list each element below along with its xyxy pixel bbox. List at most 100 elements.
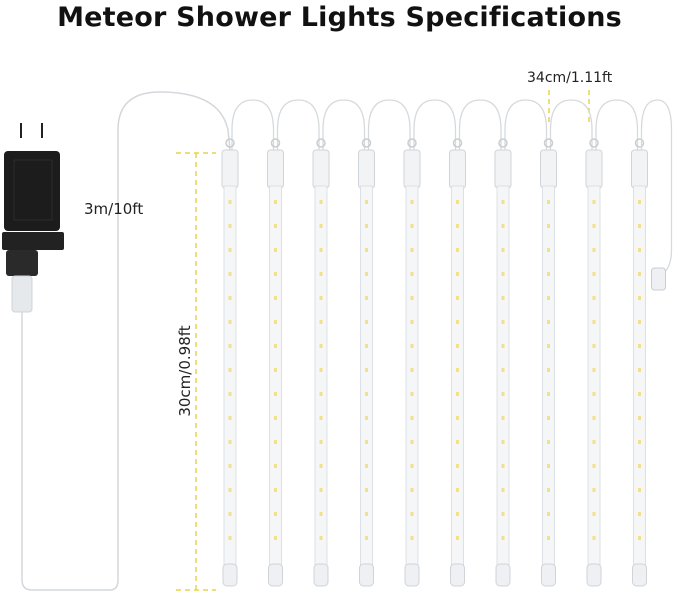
led-chip [547, 440, 550, 444]
led-chip [365, 200, 368, 204]
led-chip [410, 392, 414, 396]
led-chip [592, 344, 596, 348]
led-chip [501, 320, 505, 324]
led-chip [274, 392, 277, 396]
led-chip [274, 200, 277, 204]
led-chip [228, 248, 232, 252]
tube-cap-bottom [268, 563, 283, 587]
led-chip [638, 392, 641, 396]
led-chip [456, 320, 459, 324]
tube-cap-bottom [450, 563, 465, 587]
led-chip [501, 488, 505, 492]
tube-cap-bottom [541, 563, 556, 587]
led-chip [592, 248, 596, 252]
led-chip [547, 464, 550, 468]
led-chip [638, 296, 641, 300]
led-chip [228, 296, 232, 300]
led-chip [228, 224, 232, 228]
hanging-hook [407, 138, 417, 148]
tube-cap-top [631, 149, 648, 189]
tube-cap-top [312, 149, 330, 189]
led-chip [456, 536, 459, 540]
led-chip [228, 344, 232, 348]
led-chip [365, 320, 368, 324]
led-chip [638, 368, 641, 372]
connecting-wire [231, 99, 275, 150]
led-chip [638, 464, 641, 468]
led-chip [274, 440, 277, 444]
led-chip [319, 512, 323, 516]
led-chip [456, 248, 459, 252]
led-chip [365, 368, 368, 372]
power-adapter [2, 123, 64, 313]
led-chip [592, 272, 596, 276]
connecting-wire [458, 99, 502, 150]
tube-cap-bottom [495, 563, 511, 587]
led-chip [592, 368, 596, 372]
led-chip [547, 248, 550, 252]
led-chip [365, 224, 368, 228]
led-chip [365, 296, 368, 300]
led-chip [456, 368, 459, 372]
led-chip [228, 368, 232, 372]
led-chip [638, 344, 641, 348]
led-chip [410, 248, 414, 252]
led-chip [319, 344, 323, 348]
led-chip [501, 512, 505, 516]
tube-cap-top [494, 149, 512, 189]
led-chip [456, 296, 459, 300]
led-chip [410, 200, 414, 204]
tube-cap-bottom [586, 563, 602, 587]
led-chip [274, 320, 277, 324]
led-chip [456, 416, 459, 420]
led-chip [319, 272, 323, 276]
connecting-wire [276, 99, 320, 150]
led-chip [274, 488, 277, 492]
led-chip [638, 224, 641, 228]
hanging-hook [498, 138, 508, 148]
led-chip [410, 416, 414, 420]
led-chip [547, 272, 550, 276]
led-chip [365, 536, 368, 540]
power-cable [21, 91, 231, 591]
hanging-hook [361, 138, 372, 148]
led-chip [638, 416, 641, 420]
led-chip [274, 296, 277, 300]
led-tube [314, 185, 328, 567]
led-chip [456, 272, 459, 276]
tube-cap-bottom [359, 563, 374, 587]
led-chip [410, 272, 414, 276]
tube-cap-top [221, 149, 239, 189]
led-chip [501, 440, 505, 444]
led-chip [319, 368, 323, 372]
led-chip [410, 536, 414, 540]
led-chip [592, 512, 596, 516]
led-chip [501, 392, 505, 396]
led-chip [592, 224, 596, 228]
led-chip [319, 248, 323, 252]
led-chip [274, 368, 277, 372]
led-chip [319, 296, 323, 300]
led-chip [365, 512, 368, 516]
led-chip [319, 200, 323, 204]
led-chip [228, 320, 232, 324]
led-chip [319, 416, 323, 420]
led-chip [410, 512, 414, 516]
led-chip [547, 344, 550, 348]
led-chip [228, 464, 232, 468]
tube-cap-top [403, 149, 421, 189]
led-chip [547, 296, 550, 300]
led-chip [638, 320, 641, 324]
led-chip [274, 272, 277, 276]
led-chip [410, 488, 414, 492]
tube-cap-bottom [632, 563, 647, 587]
led-chip [456, 440, 459, 444]
tube-spacing-label: 34cm/1.11ft [527, 70, 613, 86]
led-chip [365, 248, 368, 252]
led-chip [547, 368, 550, 372]
led-tube [360, 185, 373, 567]
tube-cap-bottom [404, 563, 420, 587]
led-tube [587, 185, 601, 567]
connecting-wire [549, 99, 593, 150]
